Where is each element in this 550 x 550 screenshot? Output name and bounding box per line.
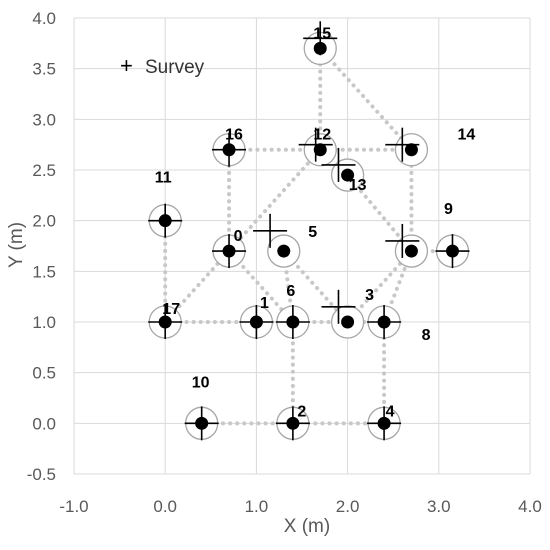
connection-line <box>163 147 323 324</box>
legend-survey-label: Survey <box>145 57 205 78</box>
node-label: 16 <box>225 127 243 144</box>
node-label: 3 <box>365 287 374 304</box>
x-tick-label: 3.0 <box>427 497 451 516</box>
y-tick-label: 1.5 <box>32 262 56 281</box>
survey-marker <box>367 406 402 441</box>
survey-marker <box>212 132 247 167</box>
legend-survey-symbol: + <box>120 53 133 78</box>
survey-marker <box>253 213 288 248</box>
y-tick-label: 0.5 <box>32 364 56 383</box>
y-tick-label: 2.5 <box>32 161 56 180</box>
node-label: 9 <box>444 201 453 218</box>
x-axis-title: X (m) <box>284 516 330 537</box>
y-tick-label: 0.0 <box>32 414 56 433</box>
node-label: 11 <box>155 170 172 187</box>
tick-labels: -1.0 0.0 1.0 2.0 3.0 4.0 -0.5 0.0 0.5 1.0 1.5 2.0 2.… <box>27 9 542 516</box>
x-tick-label: 2.0 <box>336 497 360 516</box>
y-tick-label: 2.0 <box>32 212 56 231</box>
node-point <box>404 143 418 157</box>
y-tick-label: 4.0 <box>32 9 56 28</box>
survey-marker <box>148 203 183 238</box>
survey-markers <box>148 21 470 441</box>
connection-line <box>281 249 295 324</box>
node-point <box>341 315 355 329</box>
x-tick-label: 0.0 <box>153 497 177 516</box>
y-axis-title: Y (m) <box>6 222 27 268</box>
node-label: 4 <box>386 403 395 420</box>
node-point <box>277 244 291 258</box>
node-label: 17 <box>162 301 180 318</box>
node-label: 0 <box>234 228 243 245</box>
survey-marker <box>385 223 420 258</box>
node-point <box>404 244 418 258</box>
node-label: 1 <box>260 295 269 312</box>
legend: + Survey <box>120 53 205 78</box>
survey-marker <box>298 127 333 162</box>
survey-marker <box>212 234 247 269</box>
y-tick-label: 1.0 <box>32 313 56 332</box>
y-tick-label: -0.5 <box>27 465 56 484</box>
node-label: 13 <box>349 177 367 194</box>
x-tick-label: 4.0 <box>518 497 542 516</box>
node-point <box>341 168 355 182</box>
survey-marker <box>148 305 183 339</box>
connection-line <box>345 173 414 254</box>
survey-marker <box>321 289 356 324</box>
node-label: 14 <box>458 127 476 144</box>
survey-marker <box>303 21 338 56</box>
connection-line <box>318 46 414 152</box>
survey-marker <box>275 406 310 441</box>
node-label: 2 <box>297 403 306 420</box>
survey-marker <box>275 305 310 339</box>
node-label: 12 <box>313 127 331 144</box>
survey-marker <box>239 305 274 339</box>
survey-marker <box>321 147 356 182</box>
y-tick-label: 3.0 <box>32 110 56 129</box>
node-dots <box>158 41 459 430</box>
x-tick-label: -1.0 <box>59 497 88 516</box>
node-label: 10 <box>192 374 210 391</box>
survey-marker <box>184 406 219 441</box>
node-label: 8 <box>422 327 431 344</box>
node-label: 6 <box>286 283 295 300</box>
survey-marker <box>385 127 420 162</box>
survey-marker <box>367 305 402 339</box>
y-tick-label: 3.5 <box>32 60 56 79</box>
node-label: 5 <box>308 224 317 241</box>
node-label: 15 <box>313 25 331 42</box>
node-point <box>313 143 327 157</box>
survey-marker <box>435 234 470 269</box>
x-tick-label: 1.0 <box>245 497 269 516</box>
